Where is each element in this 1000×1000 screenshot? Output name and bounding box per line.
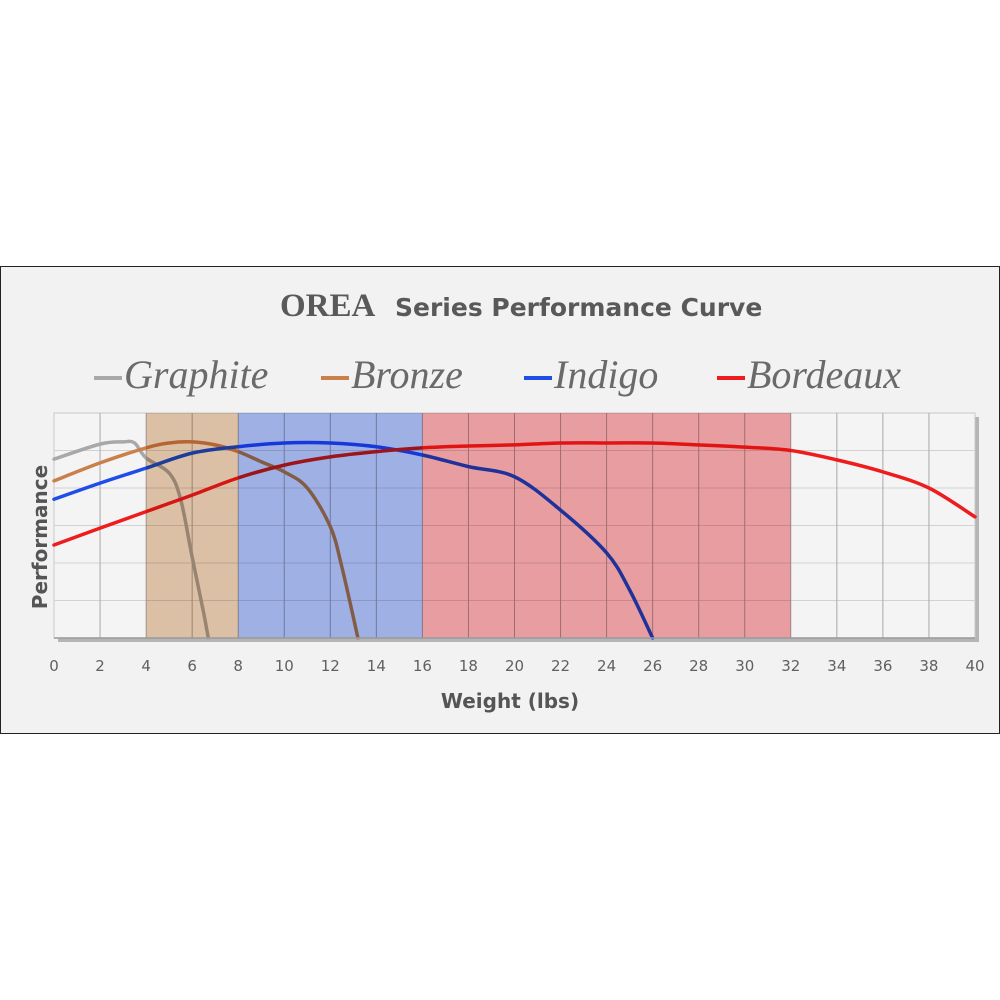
x-tick-label: 32 xyxy=(781,657,800,675)
x-tick-label: 4 xyxy=(141,657,151,675)
legend-label-indigo: Indigo xyxy=(553,352,658,397)
legend-label-bordeaux: Bordeaux xyxy=(747,352,901,397)
x-tick-label: 16 xyxy=(413,657,432,675)
chart-title-brand: OREA xyxy=(280,288,376,324)
x-tick-label: 18 xyxy=(459,657,478,675)
chart-title: Series Performance Curve xyxy=(395,293,762,322)
x-tick-label: 10 xyxy=(275,657,294,675)
x-tick-label: 24 xyxy=(597,657,616,675)
x-tick-label: 28 xyxy=(689,657,708,675)
x-tick-label: 36 xyxy=(873,657,892,675)
x-tick-label: 30 xyxy=(735,657,754,675)
x-axis-label: Weight (lbs) xyxy=(441,689,579,713)
plot-area: 0 2 4 6 8 10 12 14 16 18 20 22 24 26 28 30 32 34 36 38 40 xyxy=(49,412,985,675)
x-tick-label: 8 xyxy=(233,657,243,675)
x-tick-label: 20 xyxy=(505,657,524,675)
y-axis-label: Performance xyxy=(28,465,52,609)
x-tick-label: 2 xyxy=(95,657,105,675)
x-tick-label: 26 xyxy=(643,657,662,675)
legend-label-bronze: Bronze xyxy=(351,352,463,397)
x-tick-label: 0 xyxy=(49,657,59,675)
legend-label-graphite: Graphite xyxy=(124,352,268,397)
band-bronze xyxy=(146,413,239,638)
x-tick-label: 34 xyxy=(827,657,846,675)
legend: Graphite Bronze Indigo Bordeaux xyxy=(94,352,901,397)
x-tick-label: 14 xyxy=(367,657,386,675)
x-tick-label: 40 xyxy=(965,657,984,675)
x-tick-label: 22 xyxy=(551,657,570,675)
band-indigo xyxy=(238,413,423,638)
x-tick-label: 12 xyxy=(321,657,340,675)
x-tick-label: 6 xyxy=(187,657,197,675)
band-bordeaux xyxy=(422,413,791,638)
x-tick-label: 38 xyxy=(919,657,938,675)
